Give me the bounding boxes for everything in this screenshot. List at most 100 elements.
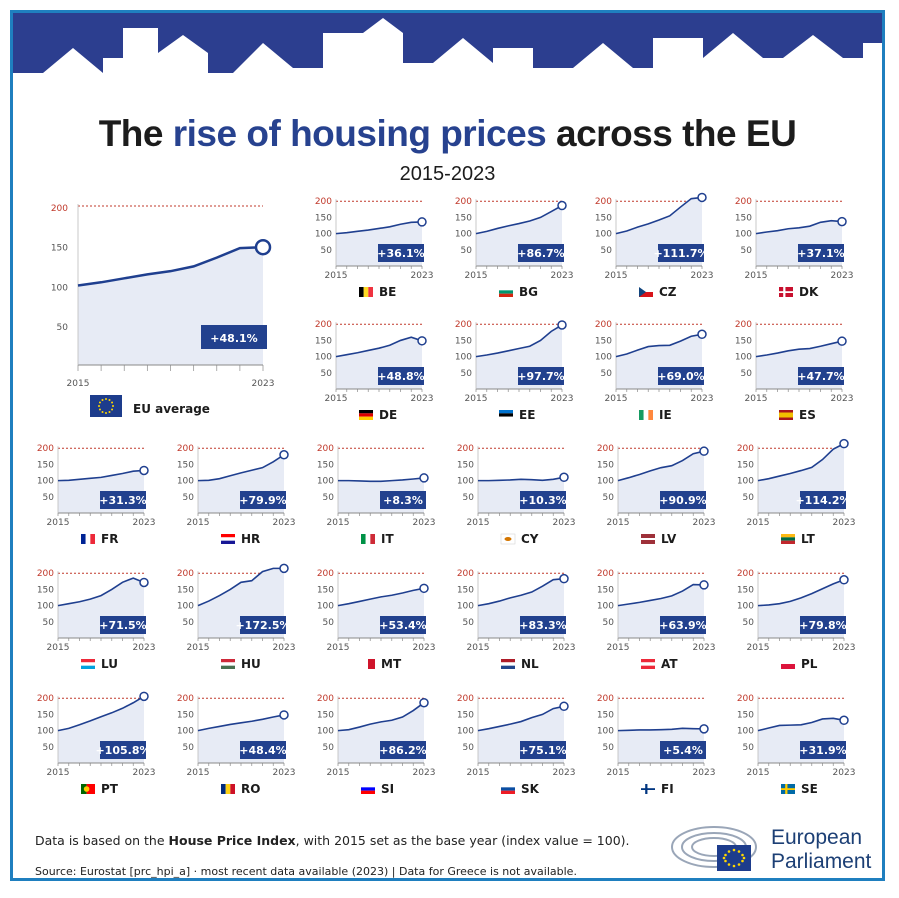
country-label: DK bbox=[799, 285, 819, 299]
flag-it-icon bbox=[361, 534, 375, 544]
flag-de-icon bbox=[359, 410, 373, 420]
x-tick-label: 2023 bbox=[551, 394, 574, 404]
x-tick-label: 2023 bbox=[553, 768, 576, 778]
y-tick-label: 50 bbox=[741, 369, 753, 379]
end-point bbox=[419, 473, 429, 483]
country-chart-pl: 50 100 150 200 2015 2023 +79.8% PL bbox=[737, 569, 856, 671]
y-tick-label: 200 bbox=[317, 569, 334, 579]
end-point bbox=[279, 449, 289, 460]
country-label: EE bbox=[519, 408, 535, 422]
y-tick-label: 100 bbox=[597, 602, 614, 612]
y-tick-label: 50 bbox=[183, 493, 195, 503]
change-label: +114.2% bbox=[795, 494, 850, 507]
y-tick-label: 200 bbox=[457, 569, 474, 579]
x-tick-label: 2015 bbox=[467, 768, 490, 778]
x-tick-label: 2015 bbox=[607, 518, 630, 528]
flag-pl-icon bbox=[781, 659, 795, 669]
country-label: RO bbox=[241, 782, 260, 796]
end-point bbox=[139, 465, 149, 476]
change-badge bbox=[660, 616, 706, 634]
y-tick-label: 150 bbox=[457, 460, 474, 470]
country-chart-ee: 50 100 150 200 2015 2023 +97.7% EE bbox=[455, 320, 574, 422]
country-chart-pt: 50 100 150 200 2015 2023 +105.8% PT bbox=[37, 691, 155, 796]
country-chart-hr: 50 100 150 200 2015 2023 +79.9% HR bbox=[177, 444, 296, 546]
x-tick-label: 2023 bbox=[273, 768, 296, 778]
y-tick-label: 100 bbox=[595, 230, 612, 240]
end-point bbox=[139, 577, 149, 588]
x-tick-label: 2015 bbox=[47, 518, 70, 528]
y-tick-label: 150 bbox=[455, 213, 472, 223]
x-tick-label: 2023 bbox=[693, 518, 716, 528]
y-tick-label: 100 bbox=[315, 230, 332, 240]
end-point bbox=[557, 200, 567, 211]
country-label: FI bbox=[661, 782, 674, 796]
flag-ro-icon bbox=[221, 784, 235, 794]
y-tick-label: 200 bbox=[177, 569, 194, 579]
y-tick-label: 150 bbox=[597, 585, 614, 595]
end-point bbox=[699, 446, 709, 456]
y-tick-label: 200 bbox=[51, 204, 68, 214]
series-line bbox=[337, 702, 425, 732]
flag-nl-icon bbox=[501, 659, 515, 669]
y-tick-label: 200 bbox=[735, 320, 752, 330]
eu-average-chart: 50 100 150 200 2015 2023 +48.1% EU average bbox=[51, 203, 275, 417]
series-line bbox=[77, 245, 264, 287]
y-tick-label: 100 bbox=[597, 477, 614, 487]
country-chart-si: 50 100 150 200 2015 2023 +86.2% SI bbox=[317, 694, 436, 796]
end-point bbox=[279, 563, 289, 574]
change-badge bbox=[520, 741, 566, 759]
country-label: CY bbox=[521, 532, 539, 546]
series-line bbox=[617, 727, 705, 732]
charts-area: 50 100 150 200 2015 2023 +48.1% EU average 50 100… bbox=[37, 192, 856, 796]
series-line bbox=[617, 450, 705, 482]
eu-flag-icon bbox=[90, 395, 122, 417]
y-tick-label: 100 bbox=[457, 477, 474, 487]
y-tick-label: 150 bbox=[597, 460, 614, 470]
y-tick-label: 150 bbox=[51, 244, 68, 254]
y-tick-label: 150 bbox=[737, 710, 754, 720]
change-badge bbox=[800, 616, 846, 634]
change-badge bbox=[378, 367, 424, 385]
x-tick-label: 2015 bbox=[325, 394, 348, 404]
series-line bbox=[475, 324, 563, 358]
change-badge bbox=[240, 741, 286, 759]
country-chart-cy: 50 100 150 200 2015 2023 +10.3% CY bbox=[457, 444, 576, 546]
country-chart-se: 50 100 150 200 2015 2023 +31.9% SE bbox=[737, 694, 856, 796]
y-tick-label: 200 bbox=[595, 320, 612, 330]
country-chart-hu: 50 100 150 200 2015 2023 +172.5% HU bbox=[177, 563, 295, 671]
end-point bbox=[839, 715, 849, 726]
x-tick-label: 2015 bbox=[187, 643, 210, 653]
x-tick-label: 2023 bbox=[133, 643, 156, 653]
change-badge bbox=[100, 616, 146, 634]
y-tick-label: 50 bbox=[43, 618, 55, 628]
series-line bbox=[615, 196, 703, 235]
flag-ee-icon bbox=[499, 410, 513, 420]
change-label: +36.1% bbox=[377, 247, 424, 260]
y-tick-label: 50 bbox=[741, 246, 753, 256]
y-tick-label: 150 bbox=[37, 710, 54, 720]
series-line bbox=[57, 695, 145, 732]
x-tick-label: 2023 bbox=[413, 518, 436, 528]
country-label: LU bbox=[101, 657, 118, 671]
country-chart-lt: 50 100 150 200 2015 2023 +114.2% LT bbox=[737, 438, 855, 546]
y-tick-label: 200 bbox=[455, 320, 472, 330]
end-point bbox=[557, 320, 567, 330]
y-tick-label: 200 bbox=[735, 197, 752, 207]
y-tick-label: 200 bbox=[457, 694, 474, 704]
x-tick-label: 2023 bbox=[693, 768, 716, 778]
page-title: The rise of housing prices across the EU bbox=[98, 113, 797, 154]
change-label: +105.8% bbox=[95, 744, 150, 757]
change-badge bbox=[380, 741, 426, 759]
y-tick-label: 100 bbox=[177, 477, 194, 487]
y-tick-label: 50 bbox=[323, 618, 335, 628]
y-tick-label: 50 bbox=[183, 743, 195, 753]
change-label: +83.3% bbox=[519, 619, 566, 632]
y-tick-label: 150 bbox=[317, 710, 334, 720]
x-tick-label: 2015 bbox=[747, 518, 770, 528]
x-tick-label: 2023 bbox=[252, 379, 275, 389]
country-chart-mt: 50 100 150 200 2015 2023 +53.4% MT bbox=[317, 569, 436, 671]
y-tick-label: 200 bbox=[37, 569, 54, 579]
change-badge bbox=[520, 616, 566, 634]
series-line bbox=[755, 219, 843, 235]
y-tick-label: 200 bbox=[597, 694, 614, 704]
